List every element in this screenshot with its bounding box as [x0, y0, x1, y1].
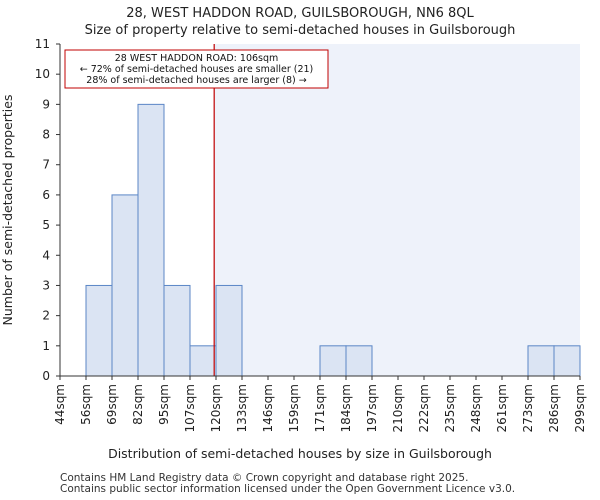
bar-107sqm: [189, 345, 217, 377]
x-tick-label: 171sqm: [313, 384, 327, 432]
x-tick-label: 146sqm: [261, 384, 275, 432]
y-tick-label: 6: [42, 188, 50, 202]
x-tick-label: 133sqm: [235, 384, 249, 432]
x-tick-label: 69sqm: [105, 384, 119, 425]
y-tick-label: 3: [42, 278, 50, 292]
y-tick-label: 5: [42, 218, 50, 232]
y-tick-label: 8: [42, 128, 50, 142]
x-tick-label: 44sqm: [53, 384, 67, 425]
bar-120sqm: [215, 284, 243, 377]
x-tick-label: 120sqm: [209, 384, 223, 432]
x-tick-label: 197sqm: [365, 384, 379, 432]
annotation-box: 28 WEST HADDON ROAD: 106sqm ← 72% of sem…: [64, 49, 329, 89]
x-tick-label: 299sqm: [573, 384, 587, 432]
x-tick-label: 235sqm: [443, 384, 457, 432]
x-tick-label: 286sqm: [547, 384, 561, 432]
x-tick-label: 273sqm: [521, 384, 535, 432]
x-axis-label: Distribution of semi-detached houses by …: [108, 446, 492, 461]
y-tick-labels: 0 1 2 3 4 5 6 7 8 9 10 11: [35, 37, 50, 383]
footer-line2: Contains public sector information licen…: [60, 483, 516, 495]
x-tick-label: 56sqm: [79, 384, 93, 425]
bars-group: [85, 103, 581, 377]
x-tick-label: 248sqm: [469, 384, 483, 432]
bar-95sqm: [163, 284, 191, 377]
bar-56sqm: [85, 284, 113, 377]
bar-69sqm: [111, 194, 139, 377]
x-tick-label: 82sqm: [131, 384, 145, 425]
x-tick-label: 184sqm: [339, 384, 353, 432]
bar-286sqm: [553, 345, 581, 377]
y-tick-label: 4: [42, 248, 50, 262]
x-tick-labels: 44sqm 56sqm 69sqm 82sqm 95sqm 107sqm 120sqm 133…: [53, 384, 587, 432]
x-tick-label: 222sqm: [417, 384, 431, 432]
x-tick-label: 95sqm: [157, 384, 171, 425]
footer-line1: Contains HM Land Registry data © Crown c…: [60, 472, 469, 484]
y-tick-label: 10: [35, 67, 50, 81]
x-tick-label: 107sqm: [183, 384, 197, 432]
axes-group: [56, 43, 581, 380]
y-tick-label: 1: [42, 339, 50, 353]
annotation-line1: 28 WEST HADDON ROAD: 106sqm: [115, 53, 279, 64]
y-tick-label: 11: [35, 37, 50, 51]
y-tick-label: 0: [42, 369, 50, 383]
larger-region-shading: [214, 44, 580, 376]
annotation-frame: [64, 49, 329, 89]
chart-title-line1: 28, WEST HADDON ROAD, GUILSBOROUGH, NN6 …: [126, 6, 474, 21]
annotation-line2: ← 72% of semi-detached houses are smalle…: [80, 64, 314, 75]
annotation-line3: 28% of semi-detached houses are larger (…: [86, 75, 306, 86]
y-axis-label: Number of semi-detached properties: [0, 95, 15, 326]
bar-184sqm: [345, 345, 373, 377]
chart-title-line2: Size of property relative to semi-detach…: [84, 23, 516, 38]
x-tick-label: 210sqm: [391, 384, 405, 432]
y-tick-label: 2: [42, 309, 50, 323]
x-tick-label: 261sqm: [495, 384, 509, 432]
y-tick-label: 9: [42, 97, 50, 111]
bar-171sqm: [319, 345, 347, 377]
bar-82sqm: [137, 103, 165, 377]
y-tick-label: 7: [42, 158, 50, 172]
bar-273sqm: [527, 345, 555, 377]
x-tick-label: 159sqm: [287, 384, 301, 432]
